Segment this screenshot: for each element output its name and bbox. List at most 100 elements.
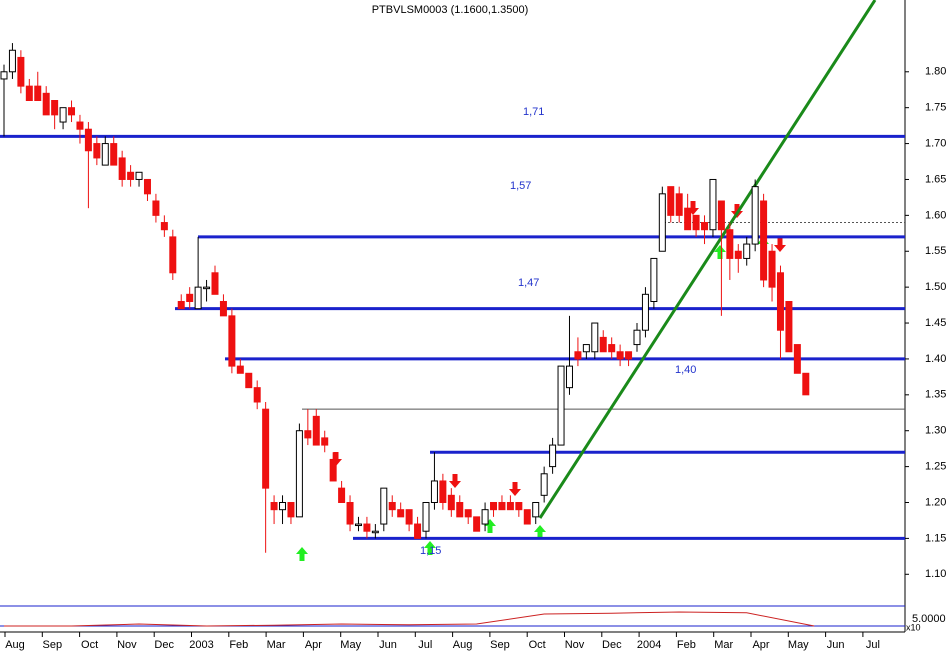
x-tick-label: Mar: [714, 639, 733, 651]
candle-body: [287, 502, 295, 518]
candle-body: [270, 502, 278, 511]
x-tick-label: Feb: [677, 639, 696, 651]
candle-body: [338, 487, 346, 503]
y-tick-label: 1.40: [925, 353, 946, 365]
sell-arrow: [449, 474, 461, 488]
candle-body: [684, 207, 692, 231]
candle-body: [650, 257, 658, 302]
candle-body: [599, 336, 607, 353]
candle-body: [203, 286, 211, 290]
level-label: 1,47: [518, 277, 539, 289]
candle-body: [160, 222, 168, 231]
x-tick-label: Jul: [418, 639, 432, 651]
candle-body: [709, 178, 717, 231]
y-tick-label: 1.55: [925, 245, 946, 257]
candle-body: [76, 121, 84, 130]
candle-body: [295, 430, 303, 518]
candle-body: [127, 171, 135, 180]
candle-body: [608, 344, 616, 353]
x-tick-label: Jun: [379, 639, 397, 651]
candle-body: [768, 250, 776, 288]
candle-body: [34, 85, 42, 102]
candle-body: [346, 502, 354, 525]
candle-body: [751, 186, 759, 245]
candle-body: [540, 473, 548, 496]
y-tick-label: 1.80: [925, 66, 946, 78]
candle-body: [312, 415, 320, 446]
x-tick-label: Aug: [5, 639, 25, 651]
candle-body: [110, 143, 118, 166]
candle-body: [405, 509, 413, 525]
candle-body: [245, 372, 253, 389]
sell-arrow: [509, 482, 521, 496]
candle-body: [506, 502, 514, 511]
candle-body: [667, 186, 675, 216]
candle-body: [84, 128, 92, 152]
x-tick-label: 2004: [637, 639, 661, 651]
y-tick-label: 1.35: [925, 389, 946, 401]
candle-body: [135, 171, 143, 180]
y-tick-label: 1.45: [925, 317, 946, 329]
candle-body: [616, 351, 624, 360]
x-tick-label: Nov: [565, 639, 585, 651]
indicator-label: 5.0000: [912, 613, 946, 625]
x-tick-label: Oct: [529, 639, 546, 651]
buy-arrow: [424, 541, 436, 555]
candle-body: [464, 509, 472, 518]
candle-body: [574, 351, 582, 360]
x-tick-label: Sep: [490, 639, 510, 651]
candle-body: [253, 387, 261, 403]
candle-body: [262, 408, 270, 489]
y-tick-label: 1.60: [925, 209, 946, 221]
y-tick-label: 1.75: [925, 102, 946, 114]
x-tick-label: Mar: [267, 639, 286, 651]
candle-body: [515, 502, 523, 511]
candle-body: [776, 272, 784, 331]
candle-body: [211, 272, 219, 295]
candle-body: [143, 178, 151, 195]
candle-body: [397, 509, 405, 518]
trend-line: [538, 0, 877, 519]
x-tick-label: Apr: [752, 639, 769, 651]
candle-body: [194, 286, 202, 310]
candle-body: [17, 56, 25, 87]
candle-body: [59, 107, 67, 123]
level-label: 1,15: [420, 545, 441, 557]
level-label: 1,57: [510, 180, 531, 192]
candle-body: [582, 344, 590, 353]
candle-body: [219, 301, 227, 317]
candle-body: [169, 236, 177, 274]
candle-body: [236, 365, 244, 374]
indicator-multiplier: x10: [906, 622, 921, 632]
x-tick-label: Jun: [827, 639, 845, 651]
x-tick-label: 2003: [189, 639, 213, 651]
candle-body: [101, 143, 109, 166]
candle-body: [228, 315, 236, 367]
candle-body: [93, 143, 101, 159]
candle-body: [625, 351, 633, 360]
y-tick-label: 1.30: [925, 425, 946, 437]
candle-body: [734, 250, 742, 259]
candle-body: [565, 365, 573, 389]
candle-body: [743, 243, 751, 259]
candle-body: [388, 502, 396, 511]
candle-body: [549, 444, 557, 468]
y-tick-label: 1.65: [925, 173, 946, 185]
candle-body: [177, 301, 185, 310]
candle-body: [414, 523, 422, 539]
candle-body: [557, 365, 565, 446]
candle-body: [51, 100, 59, 116]
x-tick-label: Dec: [602, 639, 622, 651]
x-tick-label: Sep: [43, 639, 63, 651]
y-tick-label: 1.15: [925, 532, 946, 544]
candle-body: [793, 344, 801, 374]
candle-body: [785, 301, 793, 353]
x-tick-label: Feb: [229, 639, 248, 651]
candle-body: [329, 458, 337, 482]
x-tick-label: Nov: [117, 639, 137, 651]
candle-body: [430, 480, 438, 504]
buy-arrow: [714, 245, 726, 259]
candle-body: [591, 322, 599, 353]
